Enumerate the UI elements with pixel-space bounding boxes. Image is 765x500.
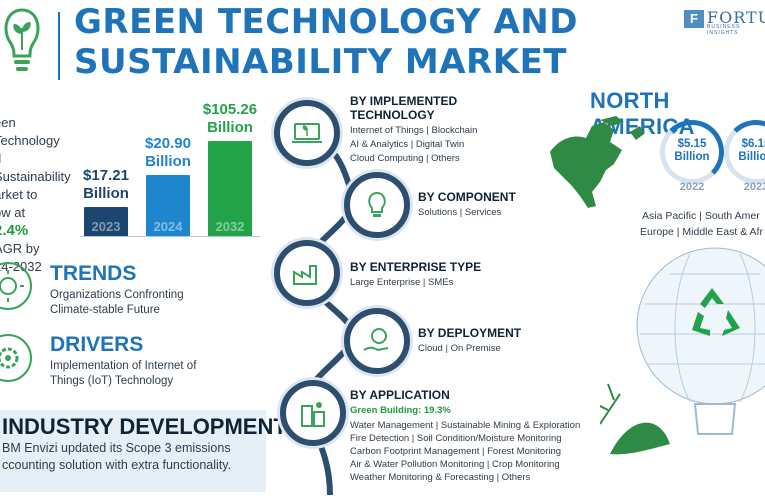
logo-brand: FORTUN [707, 8, 765, 27]
node-enterprise [274, 240, 340, 306]
segment-line: Solutions | Services [418, 207, 502, 218]
logo-sub: BUSINESS INSIGHTS [707, 24, 741, 36]
stat-value: $6.15 Billion [738, 138, 765, 163]
industry-text: BM Envizi updated its Scope 3 emissions … [2, 441, 232, 472]
node-component [344, 172, 410, 238]
logo-mark: F [684, 10, 704, 28]
intro-line: arket to [0, 187, 38, 202]
factory-icon [286, 252, 328, 294]
intro-line: d Sustainability [0, 151, 71, 184]
segment-highlight: Green Building: 19.3% [350, 405, 451, 416]
bar-2024: 2024 [146, 175, 190, 237]
stat-value: $5.15 Billion [674, 138, 710, 163]
drivers-title: DRIVERS [50, 333, 144, 356]
segment-line: Cloud Computing | Others [350, 153, 460, 164]
drivers-text: Implementation of Internet of Things (Io… [50, 360, 197, 387]
segment-line: Cloud | On Premise [418, 343, 501, 354]
trends-title: TRENDS [50, 262, 137, 285]
bar-2032: 2032 [208, 141, 252, 237]
bar-year-label: 2032 [215, 219, 245, 234]
title-divider [58, 12, 60, 80]
stat-year: 2022 [679, 181, 705, 193]
bar-value-label: $105.26 Billion [202, 101, 258, 136]
cagr-value: 2.4% [0, 222, 29, 239]
deployment-hand-icon [356, 320, 398, 362]
bar-year-label: 2023 [91, 219, 121, 234]
regions-line: Asia Pacific | South Amer [642, 210, 760, 222]
segment-line: Water Management | Sustainable Mining & … [350, 420, 581, 431]
bar-2023: 2023 [84, 207, 128, 237]
intro-line: ow at [0, 205, 26, 220]
regions-line: Europe | Middle East & Afr [640, 226, 763, 238]
brand-logo: F FORTUN BUSINESS INSIGHTS [684, 8, 765, 36]
map-icon [540, 112, 650, 222]
segment-line: Internet of Things | Blockchain [350, 125, 478, 136]
segment-title: BY COMPONENT [418, 190, 516, 204]
bar-value-label: $20.90 Billion [145, 135, 191, 170]
buildings-icon [292, 392, 334, 434]
bulb-plant-icon [0, 4, 44, 82]
market-intro: een Technology d Sustainability arket to… [0, 114, 74, 276]
page-title: GREEN TECHNOLOGY AND SUSTAINABILITY MARK… [74, 2, 578, 82]
segment-line: Fire Detection | Soil Condition/Moisture… [350, 433, 562, 444]
recycle-icon [595, 244, 765, 495]
chart-baseline [80, 236, 260, 237]
segment-title: BY APPLICATION [350, 388, 450, 402]
node-application [280, 380, 346, 446]
node-technology [274, 100, 340, 166]
segment-title: BY ENTERPRISE TYPE [350, 260, 482, 274]
segment-line: Air & Water Pollution Monitoring | Crop … [350, 459, 560, 470]
segment-title: BY IMPLEMENTED TECHNOLOGY [350, 94, 458, 122]
laptop-icon [286, 112, 328, 154]
segment-title: BY DEPLOYMENT [418, 326, 522, 340]
node-deployment [344, 308, 410, 374]
industry-title: INDUSTRY DEVELOPMENT [2, 414, 287, 439]
segment-line: Carbon Footprint Management | Forest Mon… [350, 446, 562, 457]
industry-panel [0, 410, 266, 492]
segment-line: Large Enterprise | SMEs [350, 277, 454, 288]
intro-line: AGR by [0, 241, 40, 256]
market-bar-chart: 2023 $17.21 Billion 2024 $20.90 Billion 2032… [80, 95, 260, 237]
stat-year: 2023 [743, 181, 765, 193]
bar-value-label: $17.21 Billion [83, 167, 129, 202]
trends-icon [0, 262, 32, 310]
segment-line: AI & Analytics | Digital Twin [350, 139, 465, 150]
bar-year-label: 2024 [153, 219, 183, 234]
segment-line: Weather Monitoring & Forecasting | Other… [350, 472, 531, 483]
intro-line: een Technology [0, 115, 60, 148]
drivers-gear-icon [0, 334, 32, 382]
bulb-icon [356, 184, 398, 226]
trends-text: Organizations Confronting Climate-stable… [50, 289, 184, 316]
stat-donut-2023 [724, 120, 765, 184]
stat-donut-2022 [660, 120, 724, 184]
